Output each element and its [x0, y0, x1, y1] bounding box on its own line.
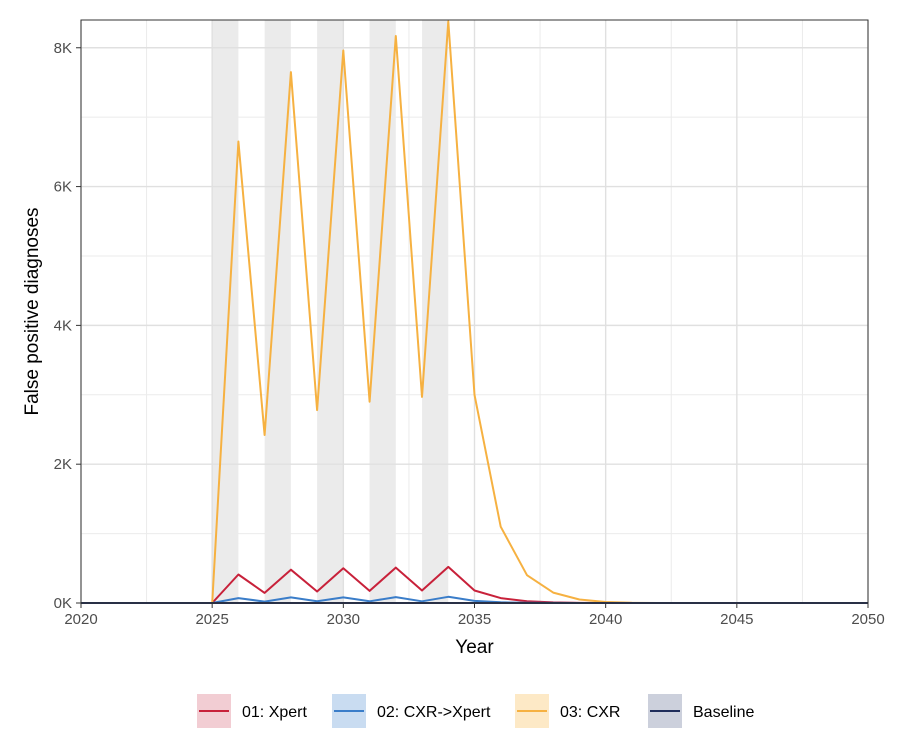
y-tick-label: 2K: [54, 456, 72, 473]
y-tick-label: 0K: [54, 595, 72, 612]
x-tick-label: 2040: [589, 611, 622, 628]
x-tick-label: 2025: [195, 611, 228, 628]
x-tick-label: 2035: [458, 611, 491, 628]
x-tick-label: 2020: [64, 611, 97, 628]
shaded-interval-0: [212, 20, 239, 603]
x-axis-title: Year: [455, 637, 494, 658]
y-tick-label: 4K: [54, 317, 72, 334]
legend: 01: Xpert 02: CXR->Xpert 03: CXR Baseline: [197, 694, 754, 728]
shaded-interval-3: [369, 20, 396, 603]
shaded-interval-4: [422, 20, 449, 603]
screening-round-shading: [212, 20, 449, 603]
x-tick-label: 2045: [720, 611, 753, 628]
major-gridlines: [80, 20, 869, 604]
x-axis-ticks: 2020 2025 2030 2035 2040 2045 2050: [64, 603, 885, 628]
y-axis-ticks: 0K 2K 4K 6K 8K: [54, 40, 81, 612]
y-tick-label: 8K: [54, 40, 72, 57]
y-axis-title: False positive diagnoses: [22, 207, 43, 415]
x-tick-label: 2030: [327, 611, 360, 628]
legend-label-0: 01: Xpert: [242, 704, 307, 721]
legend-label-3: Baseline: [693, 704, 754, 721]
x-tick-label: 2050: [851, 611, 884, 628]
legend-label-2: 03: CXR: [560, 704, 620, 721]
legend-label-1: 02: CXR->Xpert: [377, 704, 491, 721]
y-tick-label: 6K: [54, 179, 72, 196]
